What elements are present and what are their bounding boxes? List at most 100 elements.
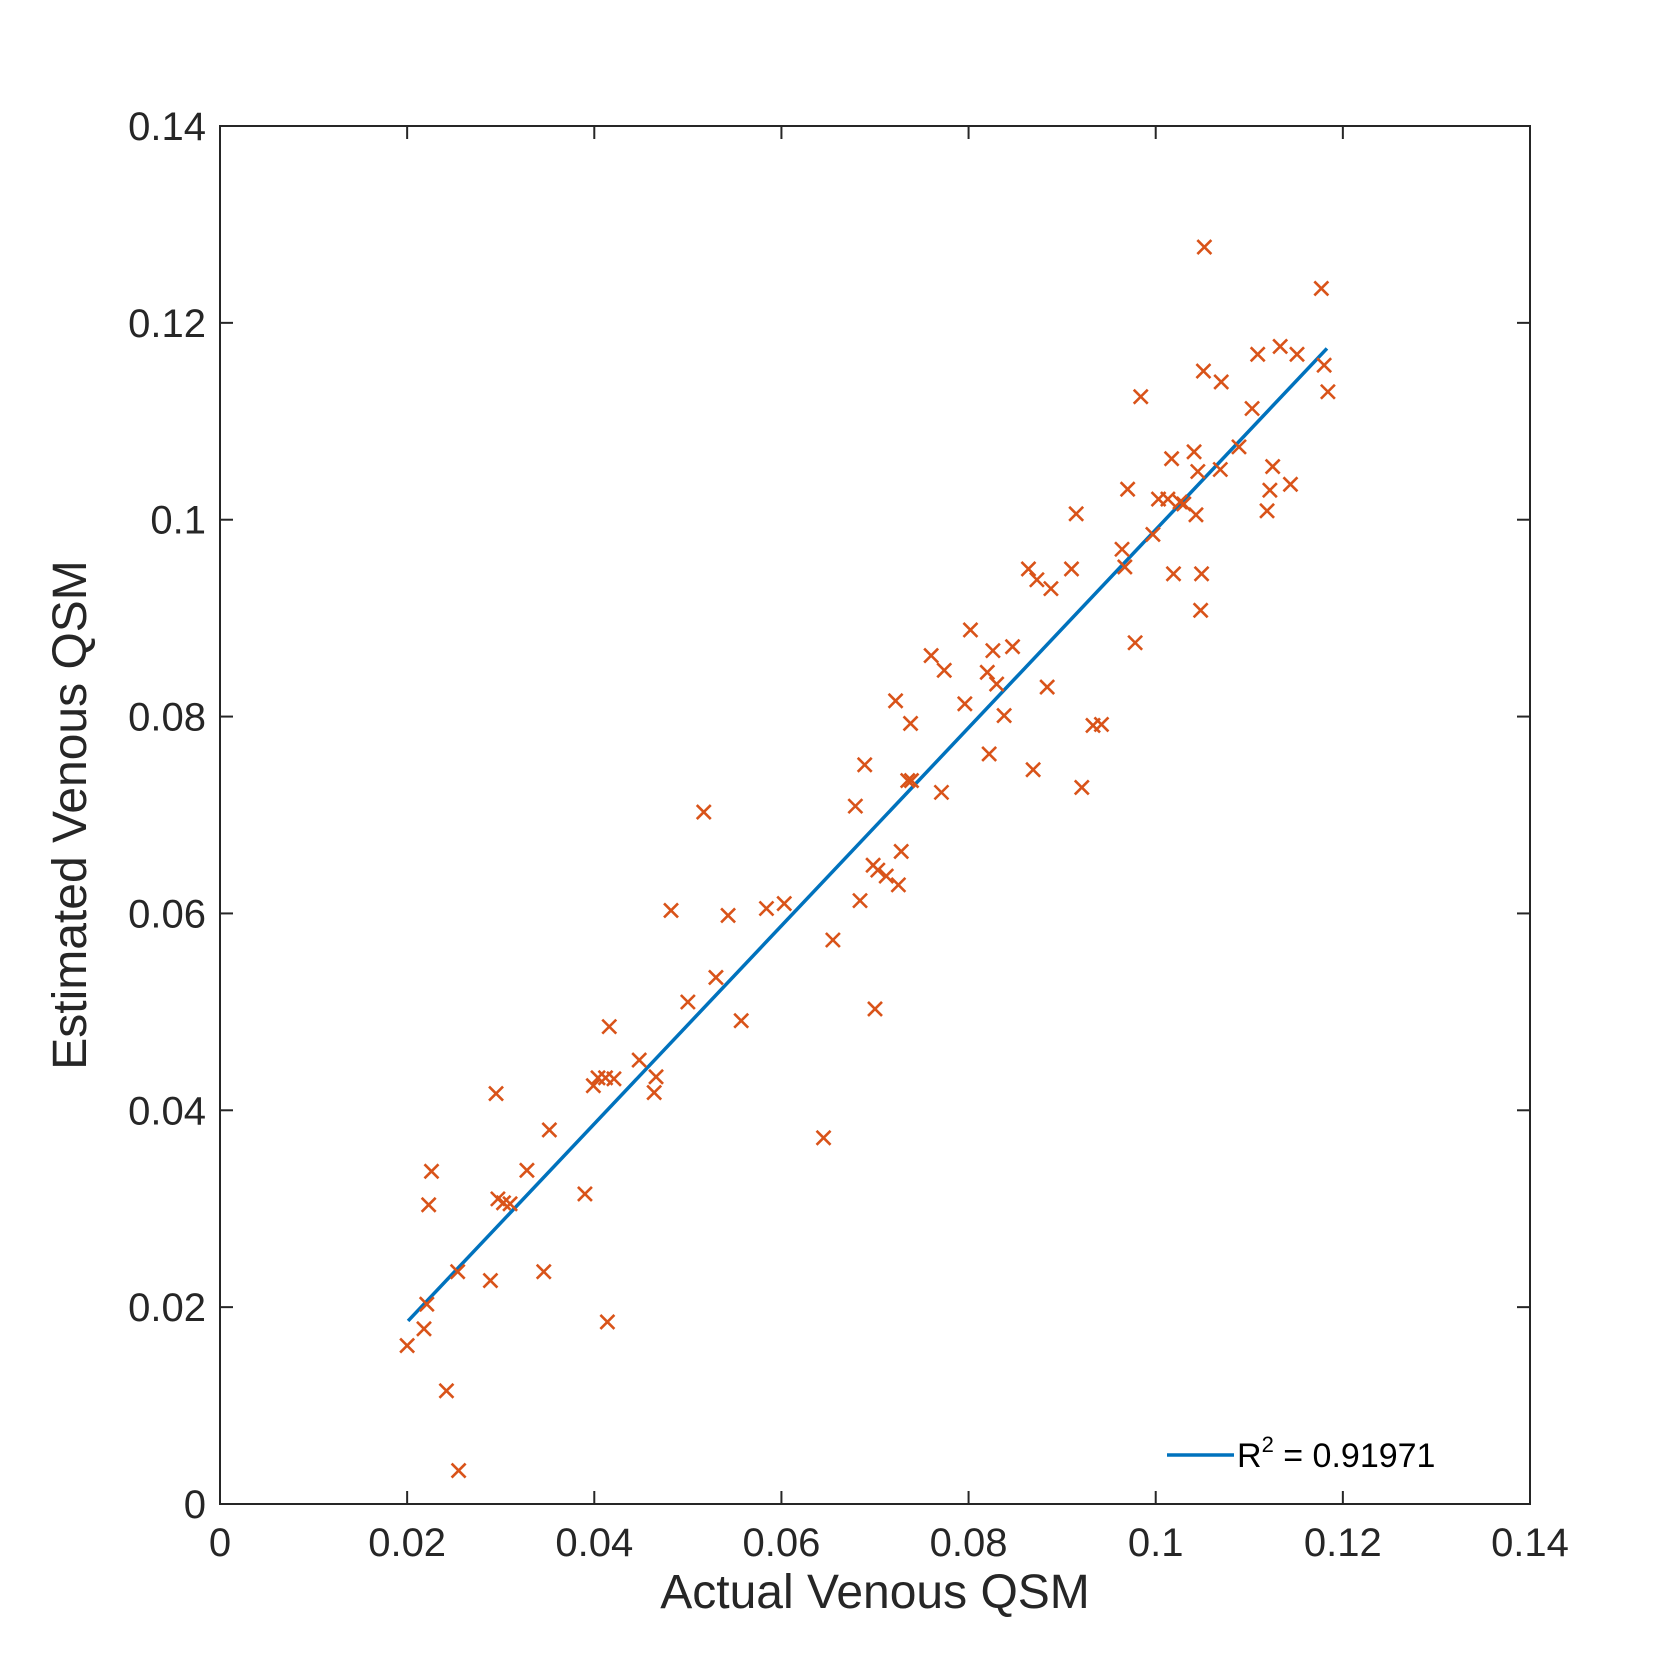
data-point (776, 895, 793, 912)
data-point (902, 715, 919, 732)
x-tick-label: 0.1 (1128, 1521, 1184, 1565)
data-point (867, 1000, 883, 1017)
data-point (1192, 602, 1209, 619)
data-point (502, 1195, 518, 1212)
data-point (541, 1122, 558, 1138)
data-point (984, 642, 1001, 659)
data-point (720, 907, 737, 924)
data-point (1188, 506, 1204, 523)
data-point (903, 772, 920, 789)
data-point (1244, 400, 1261, 417)
data-point (599, 1313, 616, 1330)
data-point (708, 969, 724, 986)
data-point (733, 1012, 750, 1029)
legend-label: R2 = 0.91971 (1237, 1432, 1435, 1475)
data-point (488, 1085, 504, 1102)
x-tick-label: 0.14 (1491, 1521, 1569, 1565)
data-point (824, 932, 841, 948)
data-point (648, 1068, 664, 1085)
data-point (1063, 561, 1080, 577)
data-point (1313, 280, 1330, 297)
data-point (1163, 450, 1180, 467)
data-point (663, 902, 679, 919)
data-point (847, 798, 864, 815)
data-point (1213, 373, 1230, 390)
data-point (577, 1186, 593, 1202)
data-point (979, 664, 996, 681)
data-point (1189, 463, 1206, 480)
data-point (815, 1129, 832, 1146)
data-point (988, 676, 1005, 693)
regression-fit-line (406, 347, 1329, 1323)
y-tick-label: 0.12 (128, 302, 206, 346)
data-point (1116, 559, 1133, 575)
data-points (399, 239, 1336, 1479)
y-axis-ticks: 0 0.02 0.04 0.06 0.08 0.1 0.12 0.14 (128, 105, 1530, 1527)
y-tick-label: 0.06 (128, 892, 206, 936)
x-axis-ticks: 0 0.02 0.04 0.06 0.08 0.1 0.12 0.14 (209, 126, 1569, 1565)
data-point (1282, 476, 1299, 493)
data-point (695, 804, 712, 820)
data-point (535, 1263, 552, 1280)
data-point (590, 1069, 606, 1086)
data-point (399, 1337, 416, 1354)
data-point (856, 756, 873, 773)
data-point (1127, 634, 1144, 651)
data-point (1193, 565, 1210, 582)
x-tick-label: 0 (209, 1521, 231, 1565)
data-point (1039, 679, 1056, 695)
data-point (450, 1462, 467, 1479)
data-point (449, 1263, 466, 1280)
data-point (606, 1070, 622, 1087)
data-point (890, 876, 907, 893)
data-point (1272, 338, 1289, 355)
data-point (899, 772, 916, 789)
data-point (1042, 580, 1059, 597)
data-point (1195, 363, 1212, 380)
y-tick-label: 0.02 (128, 1286, 206, 1330)
data-point (418, 1296, 435, 1313)
x-tick-label: 0.06 (742, 1521, 820, 1565)
data-point (962, 622, 979, 638)
data-point (1093, 716, 1110, 733)
data-point (1319, 383, 1336, 400)
data-point (1073, 779, 1090, 796)
y-tick-label: 0.1 (150, 499, 206, 543)
data-point (1259, 502, 1275, 519)
data-point (893, 843, 910, 860)
data-point (1249, 346, 1266, 363)
y-tick-label: 0.14 (128, 105, 206, 149)
legend: R2 = 0.91971 (1160, 1418, 1520, 1490)
data-point (1159, 491, 1176, 507)
data-point (1114, 541, 1130, 558)
x-tick-label: 0.12 (1304, 1521, 1382, 1565)
data-point (1264, 458, 1281, 475)
data-point (438, 1382, 455, 1399)
y-axis-title: Estimated Venous QSM (44, 560, 97, 1070)
data-point (423, 1163, 440, 1180)
data-point (631, 1052, 648, 1069)
data-point (482, 1272, 499, 1289)
data-point (416, 1320, 432, 1337)
data-point (936, 662, 953, 679)
legend-label-superscript: 2 (1262, 1432, 1274, 1457)
axes-frame (219, 125, 1531, 1505)
data-point (1119, 481, 1136, 498)
data-point (518, 1162, 535, 1179)
data-point (1316, 357, 1333, 374)
data-point (1231, 438, 1247, 455)
data-point (585, 1077, 602, 1094)
legend-label-value: = 0.91971 (1274, 1437, 1436, 1475)
y-tick-label: 0.08 (128, 696, 206, 740)
data-point (1028, 571, 1045, 588)
data-point (1068, 505, 1085, 522)
legend-label-base: R (1237, 1437, 1262, 1475)
x-axis-title: Actual Venous QSM (660, 1566, 1090, 1619)
data-point (1289, 346, 1305, 363)
data-point (878, 868, 895, 884)
data-point (869, 862, 886, 879)
data-point (1004, 638, 1021, 655)
data-point (601, 1018, 618, 1035)
data-point (1261, 482, 1278, 499)
data-point (1025, 761, 1042, 778)
